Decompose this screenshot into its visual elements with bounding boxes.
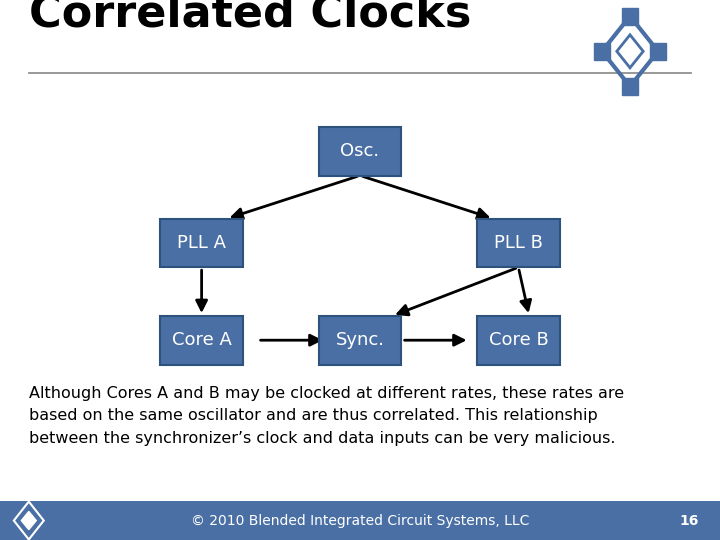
Polygon shape — [622, 8, 638, 24]
Polygon shape — [22, 511, 36, 530]
FancyBboxPatch shape — [319, 316, 402, 364]
Polygon shape — [594, 43, 610, 59]
Text: Core B: Core B — [489, 331, 548, 349]
FancyBboxPatch shape — [0, 501, 720, 540]
Text: PLL B: PLL B — [494, 234, 543, 252]
Text: Sync.: Sync. — [336, 331, 384, 349]
FancyBboxPatch shape — [477, 219, 560, 267]
Text: PLL A: PLL A — [177, 234, 226, 252]
Text: © 2010 Blended Integrated Circuit Systems, LLC: © 2010 Blended Integrated Circuit System… — [191, 514, 529, 528]
Text: Correlated Clocks: Correlated Clocks — [29, 0, 471, 35]
FancyBboxPatch shape — [161, 316, 243, 364]
FancyBboxPatch shape — [319, 127, 402, 176]
Text: Core A: Core A — [171, 331, 232, 349]
Polygon shape — [622, 78, 638, 94]
Polygon shape — [617, 35, 643, 68]
Text: Osc.: Osc. — [341, 142, 379, 160]
Text: 16: 16 — [679, 514, 698, 528]
FancyBboxPatch shape — [477, 316, 560, 364]
FancyBboxPatch shape — [161, 219, 243, 267]
Text: Although Cores A and B may be clocked at different rates, these rates are
based : Although Cores A and B may be clocked at… — [29, 386, 624, 445]
Polygon shape — [650, 43, 666, 59]
